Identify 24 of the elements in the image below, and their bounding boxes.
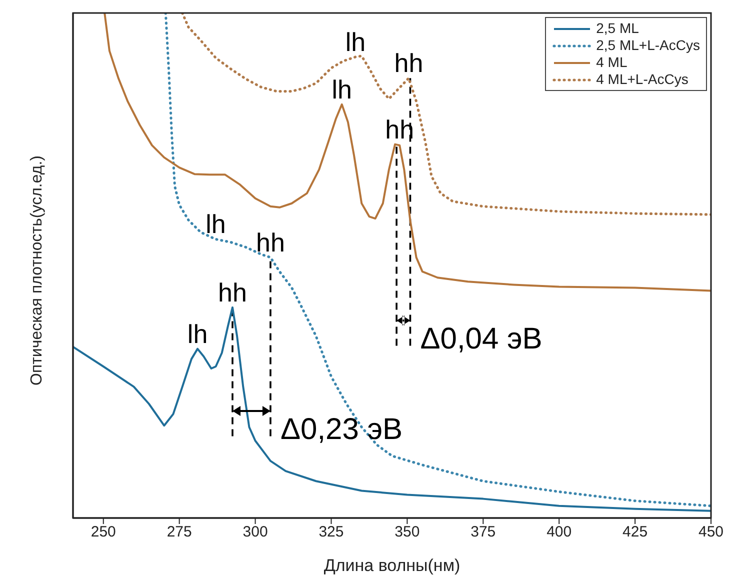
annotation: lh (187, 318, 208, 349)
annotation: lh (206, 209, 226, 240)
legend-label: 2,5 ML (596, 20, 639, 37)
annotation: hh (256, 227, 285, 258)
x-axis-title: Длина волны(нм) (324, 556, 460, 575)
legend-label: 4 ML (596, 54, 628, 71)
annotation: hh (394, 48, 424, 78)
x-tick-label: 375 (470, 524, 496, 541)
annotation: hh (218, 277, 247, 308)
x-tick-label: 350 (394, 524, 420, 541)
x-tick-label: 325 (318, 524, 344, 541)
x-tick-label: 450 (698, 524, 724, 541)
annotation: Δ0,04 эВ (420, 322, 542, 356)
x-tick-label: 250 (90, 524, 116, 541)
x-tick-label: 275 (166, 524, 192, 541)
annotation: lh (345, 26, 366, 57)
y-axis-title: Оптическая плотность(усл.ед.) (28, 155, 46, 386)
x-tick-label: 425 (622, 524, 648, 541)
x-tick-label: 400 (546, 524, 572, 541)
annotation: Δ0,23 эВ (280, 412, 403, 446)
annotation: lh (332, 74, 352, 104)
legend-label: 2,5 ML+L-AcCys (596, 37, 700, 54)
legend-label: 4 ML+L-AcCys (596, 71, 688, 88)
x-tick-label: 300 (242, 524, 268, 541)
